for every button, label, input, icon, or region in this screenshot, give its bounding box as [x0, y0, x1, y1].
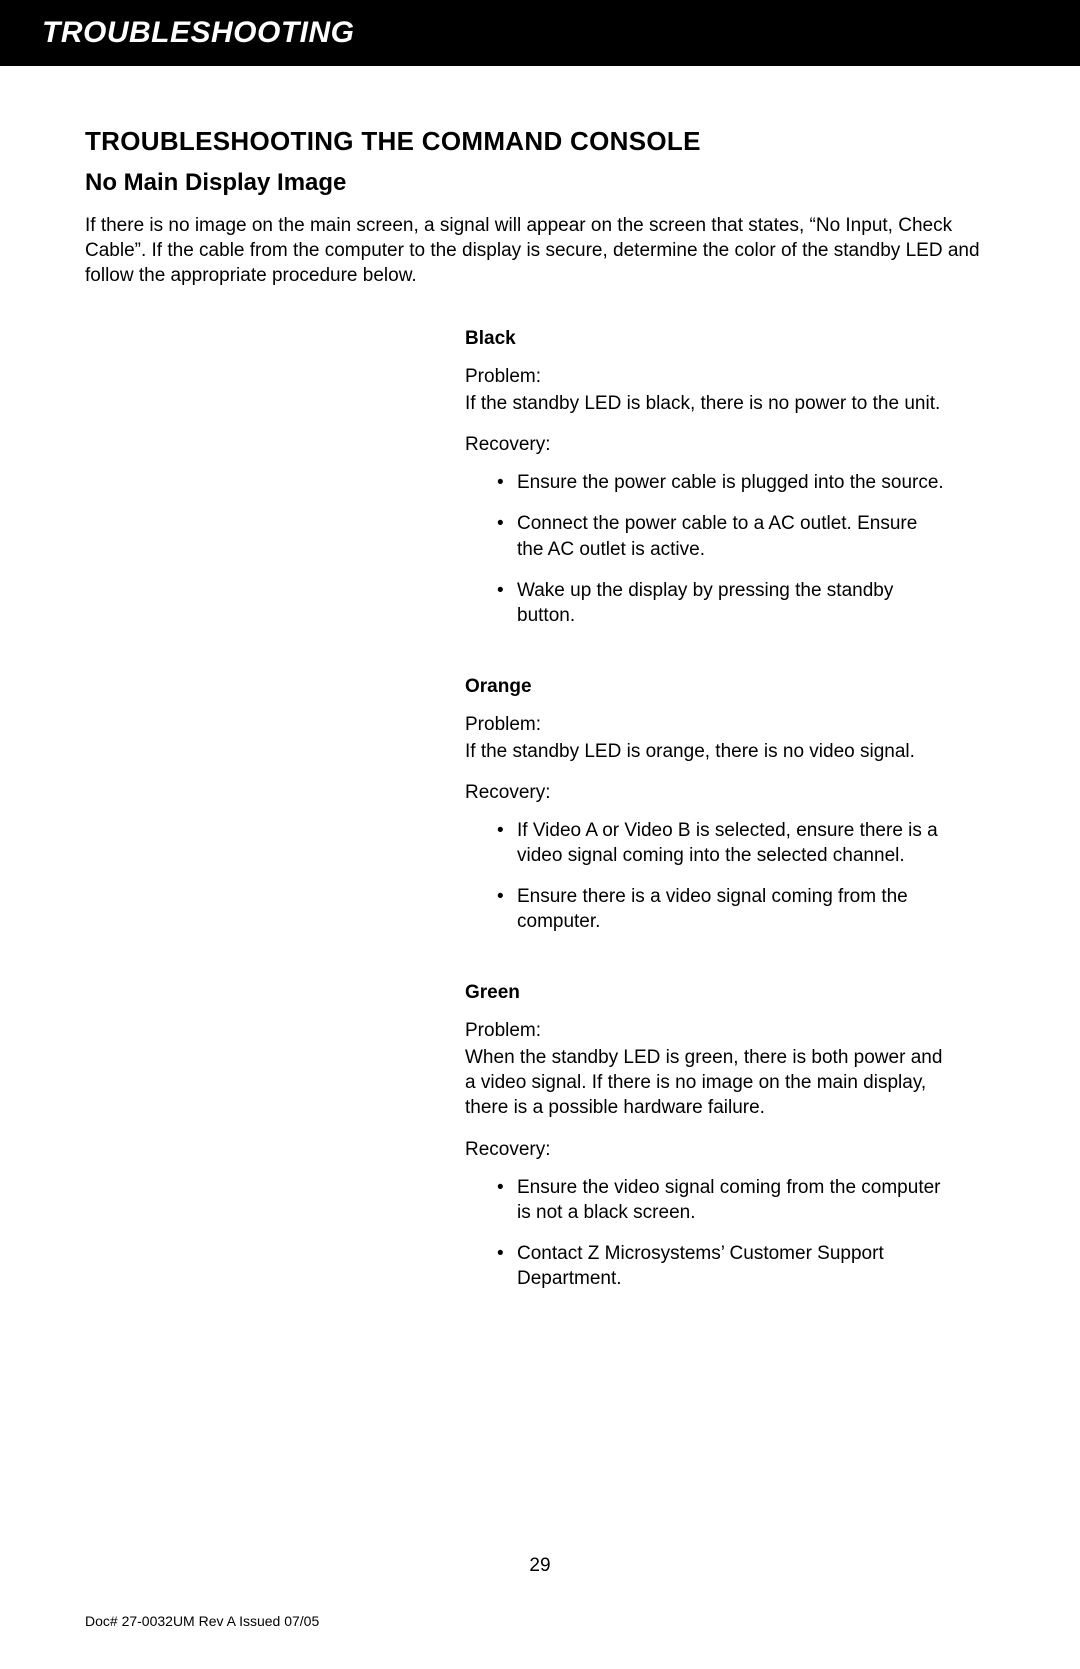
- led-block-orange: Orange Problem: If the standby LED is or…: [465, 676, 945, 934]
- list-item: Connect the power cable to a AC outlet. …: [517, 511, 945, 561]
- list-item: Ensure the video signal coming from the …: [517, 1175, 945, 1225]
- recovery-list-black: Ensure the power cable is plugged into t…: [465, 470, 945, 627]
- led-heading-orange: Orange: [465, 676, 945, 698]
- problem-label: Problem:: [465, 364, 945, 389]
- problem-text-black: If the standby LED is black, there is no…: [465, 391, 945, 416]
- recovery-label: Recovery:: [465, 782, 945, 804]
- recovery-list-green: Ensure the video signal coming from the …: [465, 1175, 945, 1291]
- problem-text-green: When the standby LED is green, there is …: [465, 1045, 945, 1120]
- recovery-label: Recovery:: [465, 434, 945, 456]
- subsection-title: No Main Display Image: [85, 169, 995, 197]
- led-block-green: Green Problem: When the standby LED is g…: [465, 982, 945, 1291]
- banner-title: TROUBLESHOOTING: [42, 16, 355, 49]
- led-heading-black: Black: [465, 328, 945, 350]
- problem-label: Problem:: [465, 1018, 945, 1043]
- page: TROUBLESHOOTING TROUBLESHOOTING THE COMM…: [0, 0, 1080, 1669]
- content: TROUBLESHOOTING THE COMMAND CONSOLE No M…: [0, 66, 1080, 1291]
- list-item: Wake up the display by pressing the stan…: [517, 578, 945, 628]
- section-title: TROUBLESHOOTING THE COMMAND CONSOLE: [85, 126, 995, 157]
- problem-label: Problem:: [465, 712, 945, 737]
- page-number: 29: [0, 1555, 1080, 1577]
- recovery-label: Recovery:: [465, 1139, 945, 1161]
- doc-id: Doc# 27-0032UM Rev A Issued 07/05: [85, 1613, 319, 1629]
- list-item: Ensure there is a video signal coming fr…: [517, 884, 945, 934]
- list-item: Contact Z Microsystems’ Customer Support…: [517, 1241, 945, 1291]
- recovery-list-orange: If Video A or Video B is selected, ensur…: [465, 818, 945, 934]
- banner: TROUBLESHOOTING: [0, 0, 1080, 66]
- list-item: If Video A or Video B is selected, ensur…: [517, 818, 945, 868]
- list-item: Ensure the power cable is plugged into t…: [517, 470, 945, 495]
- led-heading-green: Green: [465, 982, 945, 1004]
- led-column: Black Problem: If the standby LED is bla…: [465, 328, 945, 1291]
- intro-paragraph: If there is no image on the main screen,…: [85, 213, 995, 288]
- problem-text-orange: If the standby LED is orange, there is n…: [465, 739, 945, 764]
- led-block-black: Black Problem: If the standby LED is bla…: [465, 328, 945, 628]
